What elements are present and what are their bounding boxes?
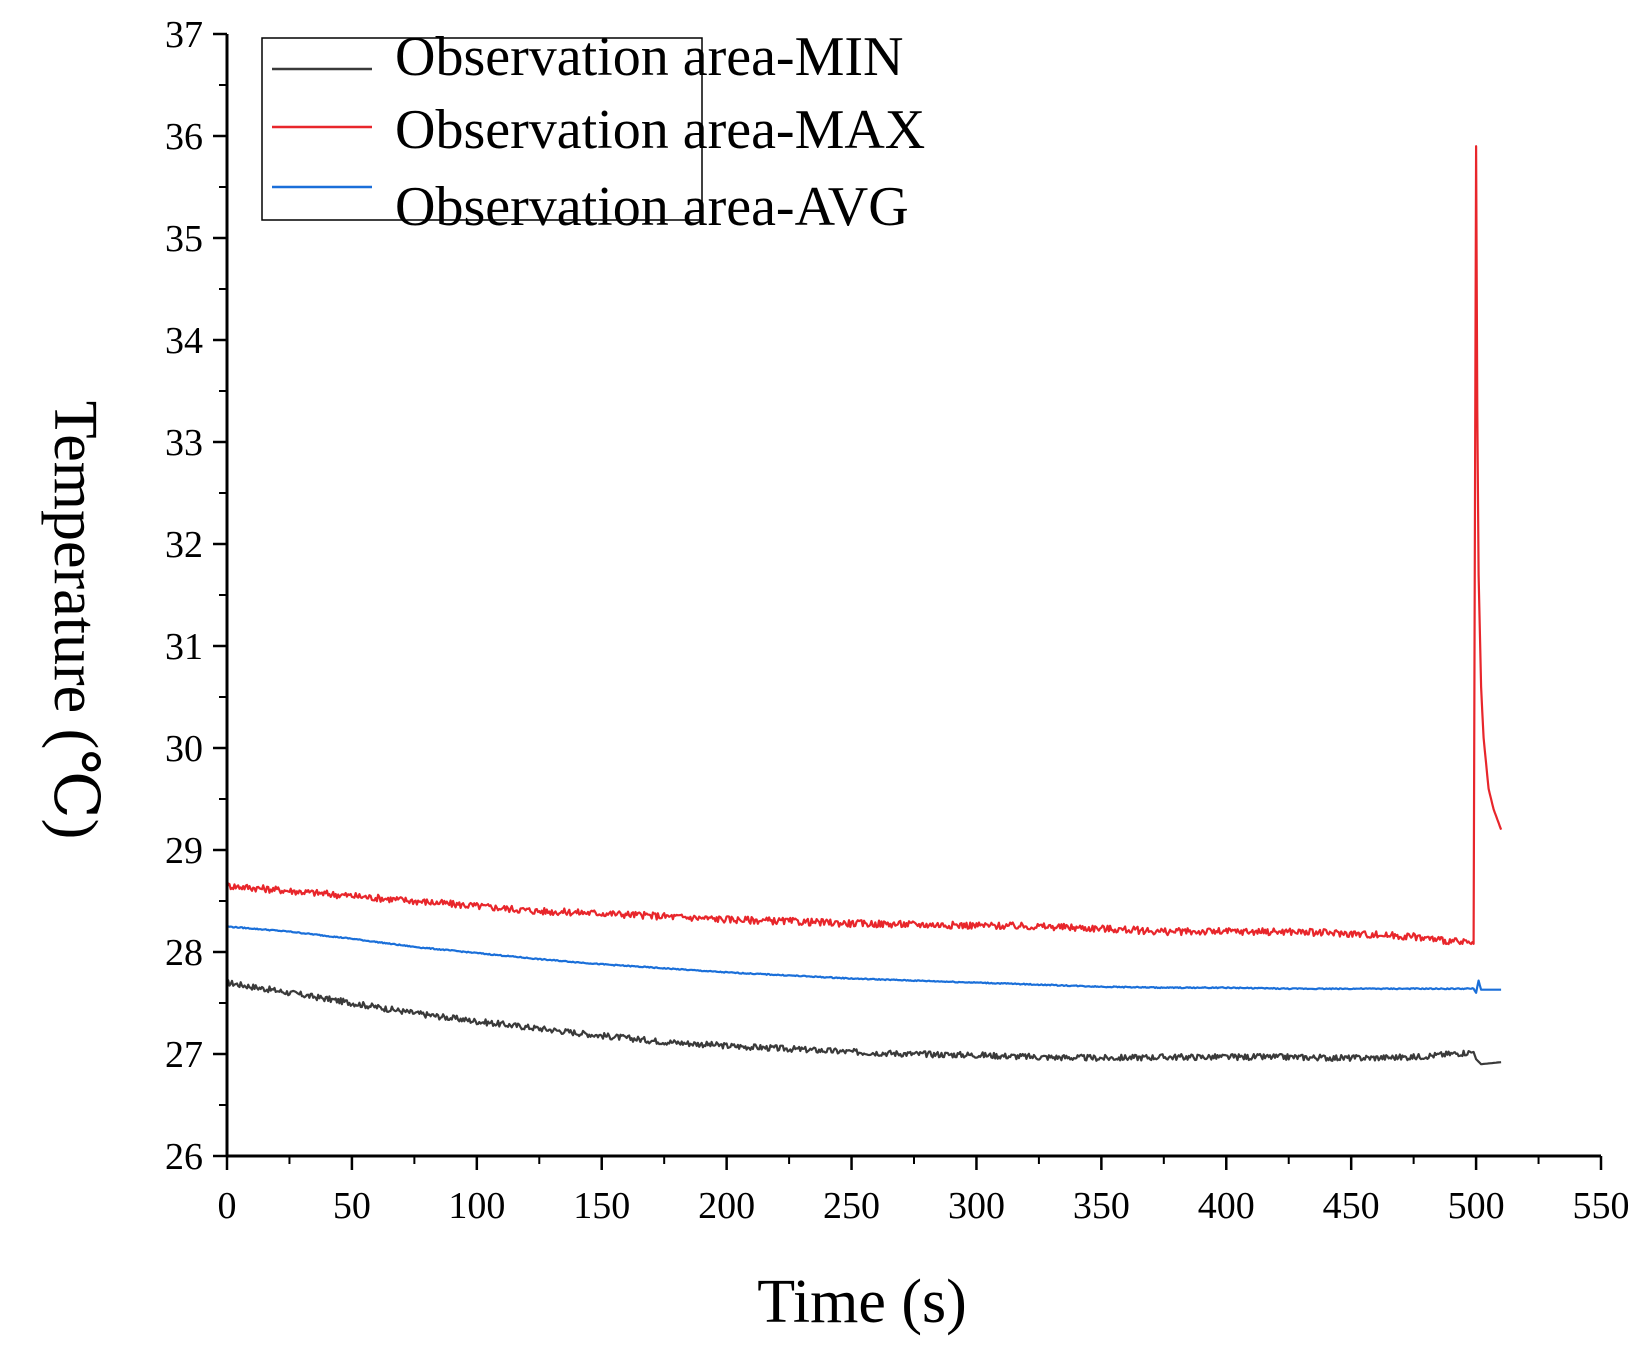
y-tick-label: 28 — [165, 932, 203, 974]
x-tick-label: 350 — [1073, 1185, 1130, 1227]
y-tick-label: 31 — [165, 626, 203, 668]
x-tick-label: 450 — [1323, 1185, 1380, 1227]
x-axis-title: Time (s) — [757, 1268, 967, 1336]
legend-label-min: Observation area-MIN — [395, 26, 903, 88]
y-tick-label: 27 — [165, 1034, 203, 1076]
y-tick-label: 33 — [165, 422, 203, 464]
y-tick-label: 35 — [165, 218, 203, 260]
legend-label-max: Observation area-MAX — [395, 99, 925, 161]
x-tick-label: 0 — [218, 1185, 237, 1227]
plot-series-group — [225, 145, 1503, 1066]
y-tick-label: 37 — [165, 14, 203, 56]
y-ticks-group: 26 27 28 29 30 31 32 33 34 35 36 37 — [165, 14, 227, 1178]
x-tick-label: 150 — [573, 1185, 630, 1227]
y-axis-title: Temperature (℃) — [41, 401, 109, 840]
x-tick-label: 500 — [1448, 1185, 1505, 1227]
series-line-min — [227, 979, 1502, 1066]
y-tick-label: 32 — [165, 524, 203, 566]
legend-box — [261, 37, 703, 221]
x-ticks-group: 0 50 100 150 200 250 300 350 400 450 500 550 — [218, 1156, 1630, 1227]
y-tick-label: 26 — [165, 1136, 203, 1178]
x-tick-label: 550 — [1573, 1185, 1630, 1227]
x-tick-label: 300 — [948, 1185, 1005, 1227]
x-tick-label: 50 — [333, 1185, 371, 1227]
y-tick-label: 34 — [165, 320, 203, 362]
legend: Observation area-MIN Observation area-MA… — [261, 26, 925, 238]
x-tick-label: 200 — [698, 1185, 755, 1227]
series-line-avg — [226, 925, 1502, 994]
x-tick-label: 250 — [823, 1185, 880, 1227]
y-tick-label: 30 — [165, 728, 203, 770]
y-tick-label: 36 — [165, 116, 203, 158]
y-tick-label: 29 — [165, 830, 203, 872]
series-line-max — [225, 145, 1503, 946]
legend-label-avg: Observation area-AVG — [395, 176, 909, 238]
x-tick-label: 100 — [448, 1185, 505, 1227]
x-tick-label: 400 — [1198, 1185, 1255, 1227]
